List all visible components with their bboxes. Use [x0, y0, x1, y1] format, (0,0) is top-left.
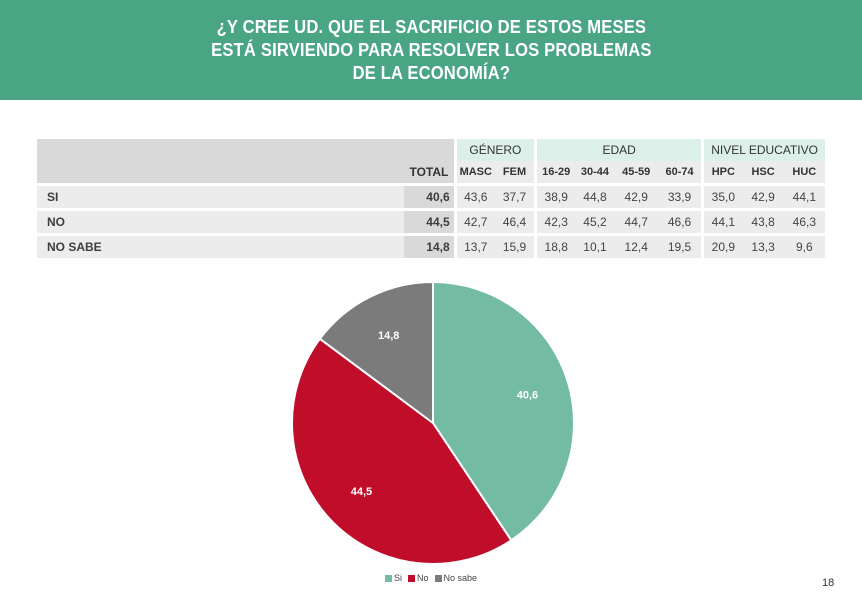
table-cell: 46,3 [783, 208, 825, 233]
row-label: SI [37, 183, 405, 208]
col-header: 16-29 [534, 161, 576, 183]
table-cell: 43,8 [742, 208, 784, 233]
group-nivel-educativo: NIVEL EDUCATIVO [701, 139, 825, 161]
table-cell: 19,5 [657, 233, 702, 258]
table-cell: 46,6 [657, 208, 702, 233]
row-total: 14,8 [404, 233, 454, 258]
page-number: 18 [822, 577, 835, 589]
group-header-row: GÉNERO EDAD NIVEL EDUCATIVO [37, 139, 825, 183]
table-cell: 13,3 [742, 233, 784, 258]
table-cell: 46,4 [494, 208, 535, 233]
table-corner [37, 139, 405, 183]
table-cell: 44,1 [783, 183, 825, 208]
table-cell: 42,3 [534, 208, 576, 233]
legend-label: Si [393, 573, 402, 583]
pie-label-si: 40,6 [517, 389, 538, 401]
legend-item-si: Si [384, 573, 402, 583]
table-cell: 45,2 [575, 208, 615, 233]
col-header: HUC [783, 161, 825, 183]
table-row: SI 40,6 43,6 37,7 38,9 44,8 42,9 33,9 35… [37, 183, 825, 208]
table-cell: 13,7 [453, 233, 495, 258]
title-banner: ¿Y CREE UD. QUE EL SACRIFICIO DE ESTOS M… [0, 0, 862, 100]
legend-item-no-sabe: No sabe [434, 573, 478, 583]
row-total: 40,6 [404, 183, 454, 208]
table-cell: 9,6 [783, 233, 825, 258]
row-label: NO [37, 208, 405, 233]
table-cell: 20,9 [701, 233, 743, 258]
table-cell: 43,6 [453, 183, 495, 208]
results-table: GÉNERO EDAD NIVEL EDUCATIVO TOTAL MASC F… [37, 139, 825, 258]
table-cell: 15,9 [494, 233, 535, 258]
row-total: 44,5 [404, 208, 454, 233]
row-label: NO SABE [37, 233, 405, 258]
total-group-cell [404, 139, 454, 161]
group-edad: EDAD [534, 139, 702, 161]
table-cell: 44,1 [701, 208, 743, 233]
table-cell: 18,8 [534, 233, 576, 258]
table-cell: 42,9 [742, 183, 784, 208]
table-cell: 37,7 [494, 183, 535, 208]
col-header: 30-44 [575, 161, 615, 183]
table-cell: 38,9 [534, 183, 576, 208]
col-header: 45-59 [614, 161, 658, 183]
pie-label-no-sabe: 14,8 [378, 330, 399, 342]
col-header: HPC [701, 161, 743, 183]
col-header: MASC [453, 161, 495, 183]
pie-slice-no [291, 337, 513, 565]
pie-label-no: 44,5 [351, 486, 372, 498]
table-cell: 33,9 [657, 183, 702, 208]
legend-swatch [407, 574, 415, 582]
table-cell: 42,9 [614, 183, 658, 208]
table-cell: 10,1 [575, 233, 615, 258]
table-cell: 42,7 [453, 208, 495, 233]
legend-label: No [416, 573, 429, 583]
table-row: NO 44,5 42,7 46,4 42,3 45,2 44,7 46,6 44… [37, 208, 825, 233]
page-title: ¿Y CREE UD. QUE EL SACRIFICIO DE ESTOS M… [210, 16, 652, 83]
group-genero: GÉNERO [453, 139, 535, 161]
pie-slice-no-sabe [318, 280, 434, 425]
legend-swatch [434, 574, 442, 582]
table-row: NO SABE 14,8 13,7 15,9 18,8 10,1 12,4 19… [37, 233, 825, 258]
table-cell: 44,7 [614, 208, 658, 233]
table-cell: 35,0 [701, 183, 743, 208]
chart-legend: Si No No sabe [0, 573, 862, 583]
col-header: 60-74 [657, 161, 702, 183]
legend-label: No sabe [443, 573, 478, 583]
table-cell: 44,8 [575, 183, 615, 208]
col-header: HSC [742, 161, 784, 183]
table-cell: 12,4 [614, 233, 658, 258]
col-header: FEM [494, 161, 535, 183]
sub-header-row: TOTAL MASC FEM 16-29 30-44 45-59 60-74 H… [37, 161, 825, 183]
legend-item-no: No [407, 573, 429, 583]
total-header: TOTAL [404, 161, 454, 183]
legend-swatch [384, 574, 392, 582]
